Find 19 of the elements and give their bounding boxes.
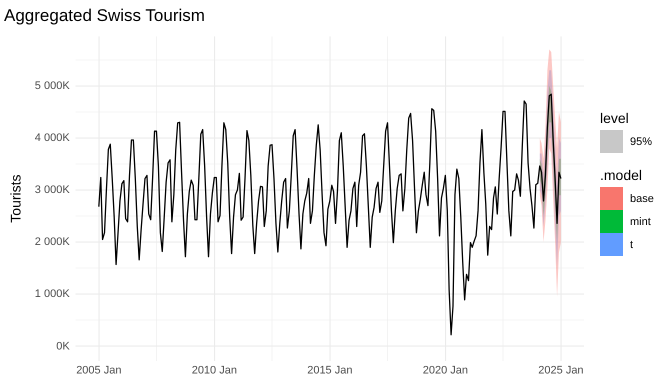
text: 95% <box>630 136 652 148</box>
legend-label: mint <box>630 216 651 228</box>
legend-label: base <box>630 192 654 204</box>
x-tick-label: 2025 Jan <box>538 364 584 376</box>
x-tick-label: 2005 Jan <box>76 364 122 376</box>
x-tick-label: 2010 Jan <box>192 364 237 376</box>
legend-title: .model <box>600 167 644 183</box>
y-tick-label: 5 000K <box>34 80 70 92</box>
y-tick-label: 1 000K <box>34 288 70 300</box>
legend-label: t <box>630 238 634 250</box>
y-tick-label: 0K <box>56 340 70 352</box>
x-tick-label: 2020 Jan <box>422 364 468 376</box>
chart-title: Aggregated Swiss Tourism <box>4 6 205 25</box>
x-tick-label: 2015 Jan <box>307 364 352 376</box>
y-tick-label: 3 000K <box>34 184 70 196</box>
y-axis-title: Tourists <box>7 174 24 223</box>
text: level <box>600 110 630 126</box>
y-tick-label: 4 000K <box>34 132 70 144</box>
y-tick-label: 2 000K <box>34 236 70 248</box>
